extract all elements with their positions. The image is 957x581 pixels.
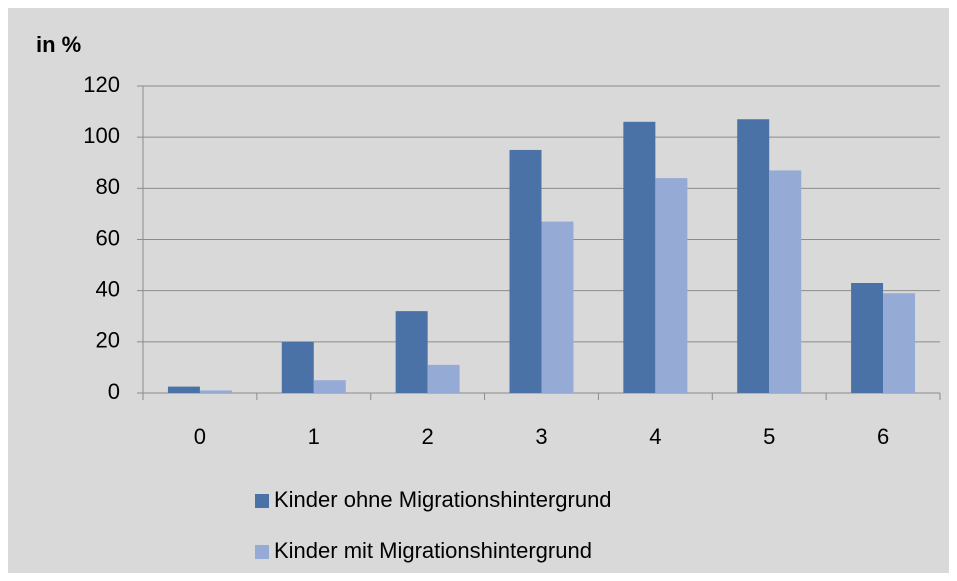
y-tick-label: 80 [96, 174, 120, 199]
x-tick-label: 1 [308, 424, 320, 449]
legend-swatch [255, 494, 269, 508]
y-tick-label: 40 [96, 276, 120, 301]
legend-label: Kinder ohne Migrationshintergrund [274, 487, 612, 512]
bar [541, 221, 574, 393]
y-tick-label: 20 [96, 328, 120, 353]
bar [769, 170, 802, 393]
y-tick-label: 100 [83, 123, 120, 148]
bar [167, 386, 200, 393]
x-tick-label: 5 [763, 424, 775, 449]
legend-label: Kinder mit Migrationshintergrund [274, 538, 592, 563]
bar [851, 282, 884, 393]
bar [623, 121, 656, 394]
bar [737, 119, 770, 393]
bar [509, 149, 542, 393]
bar [199, 390, 232, 393]
bar [395, 311, 428, 393]
x-tick-label: 3 [535, 424, 547, 449]
bar [313, 380, 346, 393]
legend-swatch [255, 545, 269, 559]
x-tick-label: 2 [422, 424, 434, 449]
y-tick-label: 0 [108, 379, 120, 404]
x-tick-label: 6 [877, 424, 889, 449]
y-tick-label: 60 [96, 225, 120, 250]
x-tick-label: 4 [649, 424, 661, 449]
bar [281, 341, 314, 393]
bar [883, 293, 916, 393]
bar [655, 178, 688, 393]
x-tick-label: 0 [194, 424, 206, 449]
bar [427, 364, 460, 393]
y-axis-label: in % [36, 32, 81, 57]
y-tick-label: 120 [83, 72, 120, 97]
